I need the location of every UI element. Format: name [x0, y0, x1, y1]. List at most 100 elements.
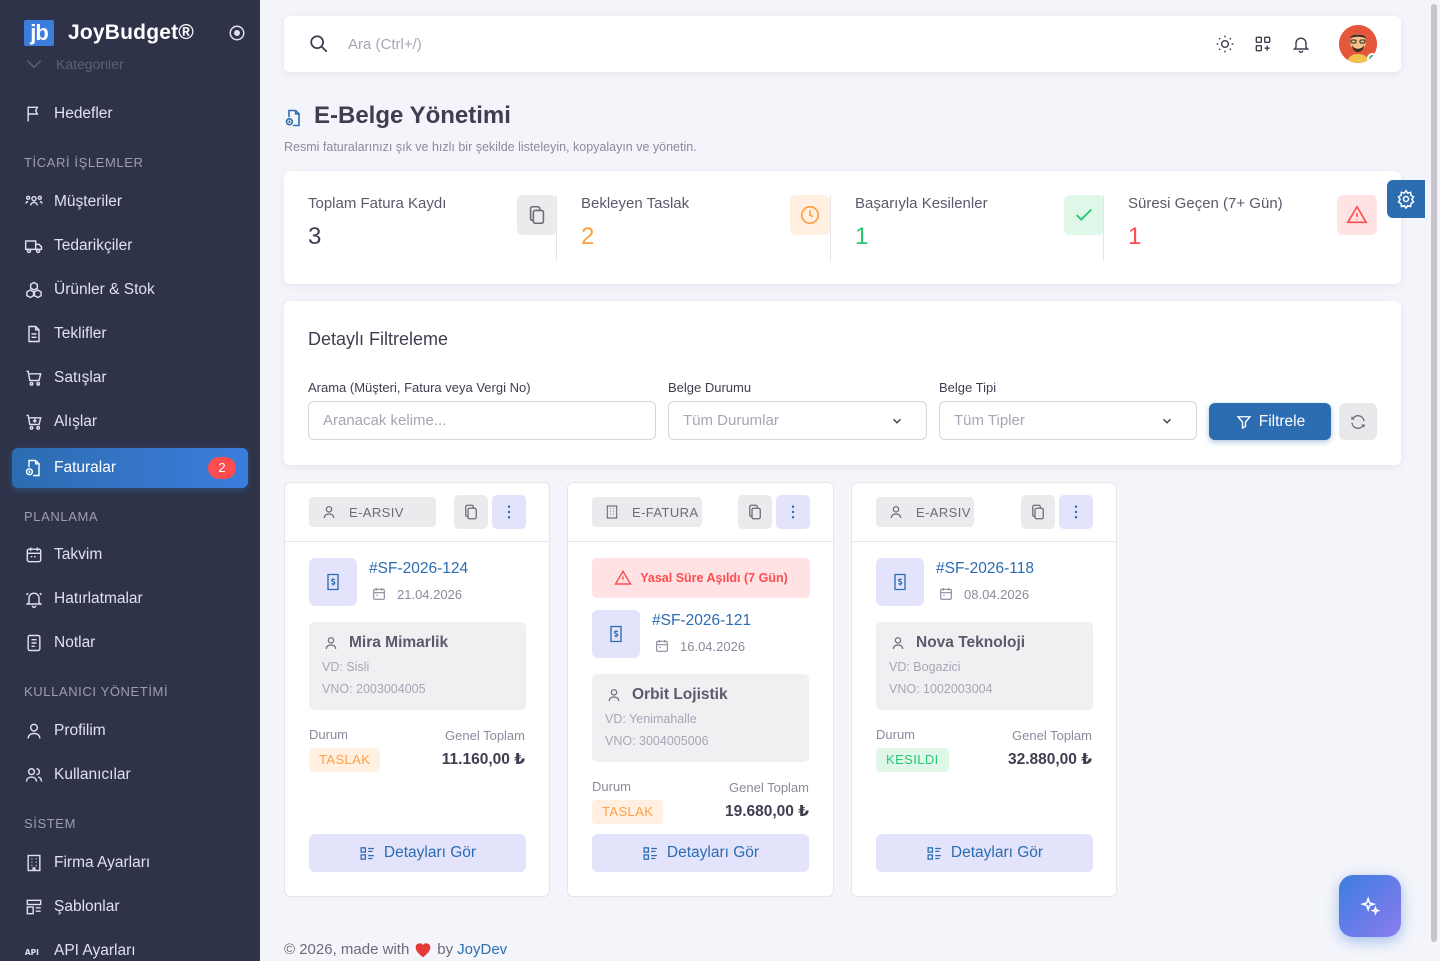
sidebar-item-templates[interactable]: Şablonlar: [12, 887, 248, 927]
total-label: Genel Toplam: [1012, 728, 1092, 743]
sidebar-item-sales[interactable]: Satışlar: [12, 358, 248, 398]
view-details-button[interactable]: Detayları Gör: [876, 834, 1093, 872]
status-label: Durum: [592, 779, 632, 794]
page-scrollbar[interactable]: [1428, 0, 1440, 961]
overdue-warning-text: Yasal Süre Aşıldı (7 Gün): [640, 571, 788, 585]
sidebar-item-customers[interactable]: Müşteriler: [12, 182, 248, 222]
copy-invoice-button[interactable]: [1021, 495, 1055, 529]
calendar-icon: [940, 588, 952, 600]
sidebar-item-reminders[interactable]: Hatırlatmalar: [12, 579, 248, 619]
customer-name: Orbit Lojistik: [606, 686, 728, 704]
boxes-icon: [26, 281, 42, 299]
scrollbar-thumb[interactable]: [1431, 4, 1437, 942]
status-select[interactable]: Tüm Durumlar: [668, 401, 927, 440]
sidebar-item-api-settings[interactable]: API API Ayarları: [12, 931, 248, 961]
search-icon[interactable]: [308, 33, 330, 55]
chevron-down-icon: [893, 418, 901, 424]
stat-divider: [556, 195, 557, 261]
sidebar-item-label: Hatırlatmalar: [54, 590, 143, 607]
brand[interactable]: jb JoyBudget®: [24, 18, 246, 48]
stat-value: 2: [581, 223, 595, 250]
customer-tax-number: VNO: 1002003004: [889, 682, 993, 696]
invoice-total: 11.160,00 ₺: [441, 751, 525, 768]
sidebar-item-label: Kategoriler: [56, 60, 124, 72]
stat-label: Bekleyen Taslak: [581, 195, 690, 212]
flag-icon: [27, 106, 39, 122]
sidebar-item-products[interactable]: Ürünler & Stok: [12, 270, 248, 310]
reset-filters-button[interactable]: [1339, 403, 1377, 440]
bell-ring-icon: [25, 592, 43, 608]
sidebar-item-categories[interactable]: Kategoriler: [24, 60, 124, 80]
invoice-date: 16.04.2026: [654, 638, 745, 654]
sidebar-item-company-settings[interactable]: Firma Ayarları: [12, 843, 248, 883]
copy-invoice-button[interactable]: [454, 495, 488, 529]
invoice-doc-icon-box: [876, 558, 924, 606]
view-details-button[interactable]: Detayları Gör: [309, 834, 526, 872]
clock-icon: [800, 205, 820, 225]
view-details-label: Detayları Gör: [666, 844, 760, 861]
ai-assistant-button[interactable]: [1339, 875, 1401, 937]
user-icon: [325, 637, 337, 650]
sidebar-item-offers[interactable]: Teklifler: [12, 314, 248, 354]
sidebar-item-purchases[interactable]: Alışlar: [12, 402, 248, 442]
customer-box: Orbit Lojistik VD: Yenimahalle VNO: 3004…: [592, 674, 809, 762]
stat-icon-box: [1064, 195, 1104, 235]
type-select[interactable]: Tüm Tipler: [939, 401, 1197, 440]
sidebar-item-invoices[interactable]: Faturalar 2: [12, 448, 248, 488]
invoice-number-link[interactable]: #SF-2026-121: [652, 612, 752, 629]
gear-icon: [1397, 189, 1415, 209]
filter-button[interactable]: Filtrele: [1209, 403, 1331, 440]
invoice-card-header: E-FATURA: [568, 483, 833, 542]
brand-logo: jb: [24, 20, 54, 46]
invoice-number-link[interactable]: #SF-2026-124: [369, 560, 469, 577]
stat-icon-box: [790, 195, 830, 235]
invoice-icon: [285, 109, 300, 127]
global-search-input[interactable]: [348, 35, 748, 53]
invoice-icon: [25, 459, 40, 477]
user-icon: [608, 689, 620, 702]
invoice-card: E-FATURA Yasal Süre Aşıldı (7 Gün) #SF-2…: [567, 482, 834, 897]
view-details-button[interactable]: Detayları Gör: [592, 834, 809, 872]
avatar-face-icon: [1339, 25, 1377, 63]
calendar-icon: [373, 588, 385, 600]
sidebar-item-goals[interactable]: Hedefler: [12, 94, 248, 134]
filter-button-label: Filtrele: [1258, 412, 1306, 430]
invoice-more-button[interactable]: [1059, 495, 1093, 529]
svg-text:API: API: [25, 948, 39, 957]
brand-name: JoyBudget®: [68, 21, 194, 44]
footer-author-link[interactable]: JoyDev: [457, 940, 508, 958]
sidebar-item-label: API Ayarları: [54, 942, 136, 959]
sidebar-item-users[interactable]: Kullanıcılar: [12, 755, 248, 795]
receipt-dollar-icon: [327, 573, 339, 591]
view-details-label: Detayları Gör: [383, 844, 477, 861]
building-icon: [27, 854, 41, 872]
sidebar-item-profile[interactable]: Profilim: [12, 711, 248, 751]
search-field-wrapper: [308, 401, 656, 440]
sidebar-toggle-icon[interactable]: [228, 24, 246, 42]
notification-bell-icon[interactable]: [1291, 34, 1311, 54]
invoice-search-input[interactable]: [323, 412, 655, 429]
customer-name-text: Orbit Lojistik: [632, 686, 728, 703]
sidebar-item-label: Müşteriler: [54, 193, 123, 210]
invoice-type-label: E-ARSIV: [349, 504, 404, 520]
invoice-more-button[interactable]: [776, 495, 810, 529]
shortcuts-grid-icon[interactable]: [1253, 34, 1273, 54]
theme-sun-icon[interactable]: [1215, 34, 1235, 54]
invoice-number-link[interactable]: #SF-2026-118: [936, 560, 1034, 577]
invoice-type-badge: E-ARSIV: [309, 497, 436, 527]
sidebar-item-notes[interactable]: Notlar: [12, 623, 248, 663]
invoice-total: 32.880,00 ₺: [1007, 751, 1092, 768]
stat-icon-box: [517, 195, 557, 235]
copy-invoice-button[interactable]: [738, 495, 772, 529]
invoice-card: E-ARSIV #SF-2026-124 21.04.2026 Mira Mim…: [284, 482, 550, 897]
customer-tax-number: VNO: 2003004005: [322, 682, 426, 696]
note-icon: [27, 634, 41, 652]
theme-customizer-button[interactable]: [1387, 180, 1425, 218]
sidebar-item-suppliers[interactable]: Tedarikçiler: [12, 226, 248, 266]
sidebar-item-calendar[interactable]: Takvim: [12, 535, 248, 575]
sidebar-item-label: Firma Ayarları: [54, 854, 151, 871]
invoice-more-button[interactable]: [492, 495, 526, 529]
sidebar-item-label: Notlar: [54, 634, 96, 651]
sidebar-item-label: Kullanıcılar: [54, 766, 131, 783]
user-avatar[interactable]: [1339, 25, 1377, 63]
